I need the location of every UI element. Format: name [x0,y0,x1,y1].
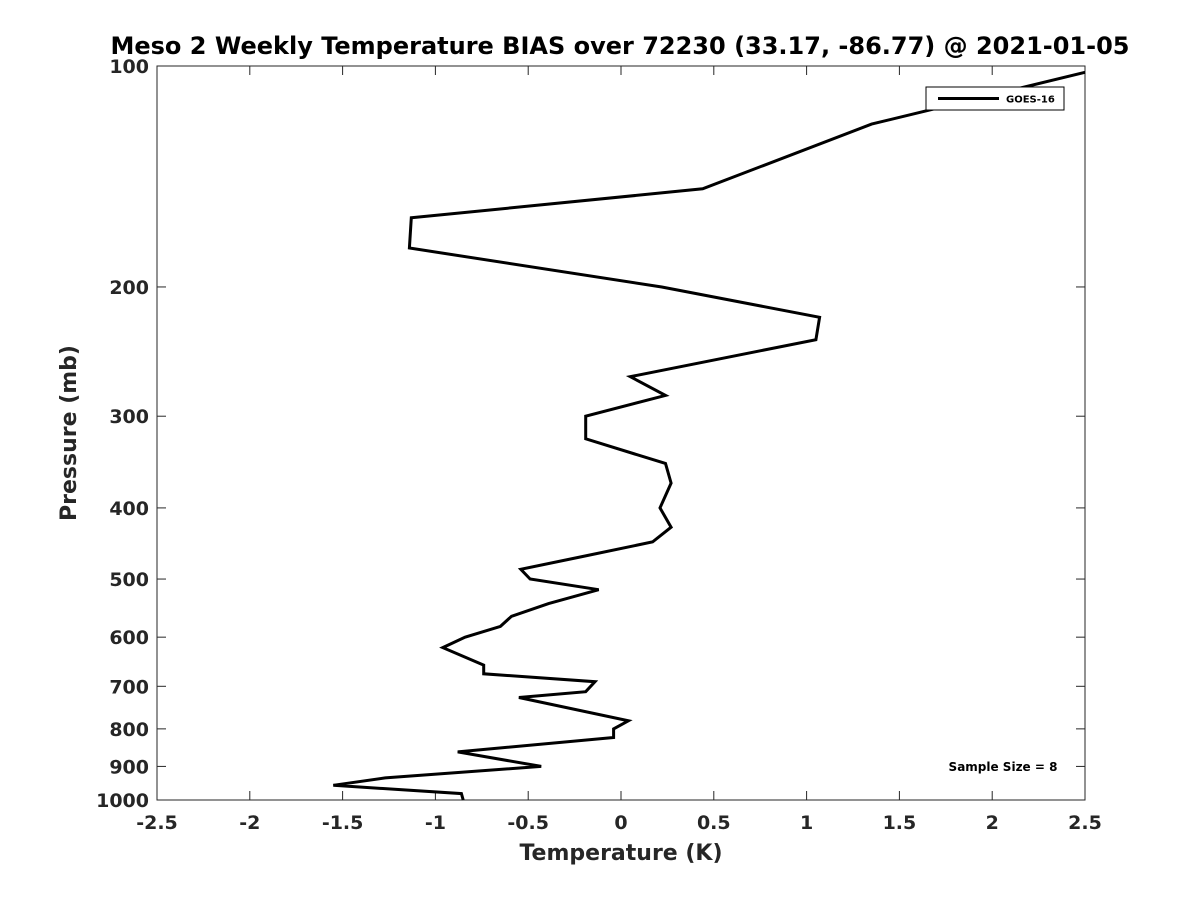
x-tick-label: -2 [239,812,260,834]
y-tick-label: 800 [109,719,149,741]
x-axis-label: Temperature (K) [519,841,722,866]
x-tick-label: 0 [614,812,627,834]
x-tick-label: -0.5 [507,812,549,834]
x-tick-label: 1.5 [883,812,917,834]
y-tick-label: 500 [109,569,149,591]
x-tick-label: -2.5 [136,812,178,834]
chart-title: Meso 2 Weekly Temperature BIAS over 7223… [110,32,1129,60]
y-tick-label: 200 [109,277,149,299]
x-tick-label: 0.5 [697,812,731,834]
y-tick-label: 400 [109,498,149,520]
x-tick-label: -1.5 [322,812,364,834]
y-tick-label: 100 [109,56,149,78]
y-tick-label: 900 [109,756,149,778]
y-axis: 100 200 300 400 500 600 700 800 900 1000 [96,56,1085,812]
x-tick-label: -1 [425,812,446,834]
x-tick-label: 2.5 [1068,812,1102,834]
y-axis-label: Pressure (mb) [57,345,82,521]
x-axis: -2.5 -2 -1.5 -1 -0.5 0 0.5 1 1.5 2 2.5 [136,66,1102,834]
sample-size-annotation: Sample Size = 8 [949,760,1058,774]
series-line-goes-16 [333,70,1086,801]
y-tick-label: 300 [109,406,149,428]
plot-area [156,65,1086,801]
y-tick-label: 700 [109,676,149,698]
legend-entry-goes-16: GOES-16 [1006,95,1055,106]
y-tick-label: 1000 [96,790,149,812]
legend: GOES-16 [925,86,1065,111]
x-tick-label: 2 [986,812,999,834]
y-tick-label: 600 [109,627,149,649]
series-layer [333,70,1086,801]
x-tick-label: 1 [800,812,813,834]
